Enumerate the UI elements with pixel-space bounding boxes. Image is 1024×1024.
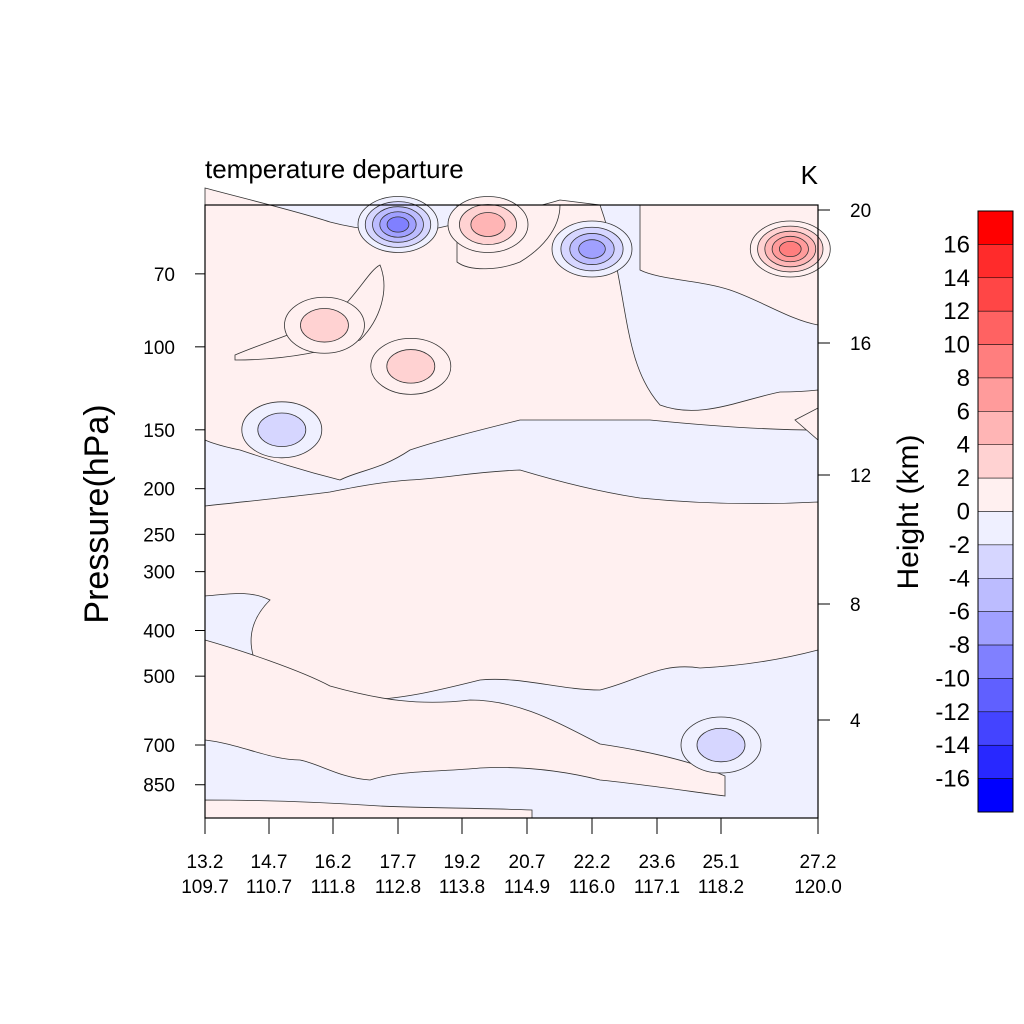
colorbar-cell-17 — [977, 744, 1014, 779]
pressure-tick-label: 400 — [143, 622, 175, 643]
chart-title: temperature departure — [205, 154, 464, 184]
colorbar-cell-16 — [977, 711, 1014, 746]
colorbar-label: 2 — [957, 465, 970, 492]
contour-field — [204, 187, 831, 819]
warm-region-2 — [204, 639, 726, 797]
x-tick-label-lat: 17.7 — [380, 852, 417, 873]
colorbar-label: -12 — [935, 699, 970, 726]
colorbar-label: 16 — [943, 231, 970, 258]
x-tick-label-lon: 116.0 — [569, 877, 615, 898]
x-tick-label-lat: 22.2 — [574, 852, 611, 873]
anomaly-feature-2 — [447, 196, 529, 253]
colorbar-label: -2 — [949, 532, 970, 559]
height-tick-label: 4 — [850, 711, 861, 732]
pressure-tick-label: 500 — [143, 667, 175, 688]
axes: 70 100 150 200 250 300 400 500 700 850 4 8 12 16 20 13.… — [143, 201, 871, 898]
x-tick-label-lon: 109.7 — [181, 877, 229, 898]
anomaly-feature-7 — [370, 337, 452, 395]
colorbar-label: 14 — [943, 265, 970, 292]
colorbar-label: 4 — [957, 432, 970, 459]
height-tick-label: 20 — [850, 201, 871, 222]
colorbar-cell-14 — [977, 644, 1014, 679]
colorbar-label: 0 — [957, 499, 970, 526]
colorbar-label: -4 — [949, 565, 970, 592]
colorbar-label: -8 — [949, 632, 970, 659]
x-tick-label-lat: 16.2 — [315, 852, 352, 873]
anomaly-feature-6 — [241, 401, 323, 459]
pressure-tick-label: 70 — [154, 265, 175, 286]
pressure-tick-label: 300 — [143, 563, 175, 584]
units-label: K — [801, 160, 819, 190]
anomaly-feature-4 — [749, 220, 831, 278]
pressure-tick-label: 700 — [143, 736, 175, 757]
colorbar-cell-1 — [977, 210, 1014, 245]
colorbar-cell-2 — [977, 244, 1014, 279]
pressure-tick-label: 100 — [143, 338, 175, 359]
pressure-tick-label: 200 — [143, 480, 175, 501]
x-tick-label-lon: 110.7 — [246, 877, 292, 898]
colorbar-cell-12 — [977, 578, 1014, 612]
x-tick-label-lon: 118.2 — [698, 877, 744, 898]
y-axis-label: Pressure(hPa) — [78, 404, 116, 623]
anomaly-feature-8 — [680, 716, 762, 774]
x-tick-label-lat: 14.7 — [251, 852, 288, 873]
x-tick-label-lon: 117.1 — [634, 877, 680, 898]
plot-frame — [204, 204, 819, 819]
colorbar-cell-13 — [977, 611, 1014, 646]
x-tick-label-lon: 111.8 — [311, 877, 356, 898]
pressure-tick-label: 850 — [143, 776, 175, 797]
anomaly-feature-3 — [551, 220, 633, 278]
height-tick-label: 8 — [850, 595, 861, 616]
x-tick-label-lat: 19.2 — [444, 852, 481, 873]
colorbar-cell-4 — [977, 310, 1014, 345]
colorbar-label: -14 — [935, 732, 970, 759]
anomaly-feature-1 — [357, 196, 439, 253]
right-axis-label: Height (km) — [892, 434, 925, 589]
colorbar-cell-9 — [977, 477, 1014, 512]
pressure-tick-label: 250 — [143, 525, 175, 546]
x-tick-label-lat: 27.2 — [800, 852, 837, 873]
x-tick-label-lat: 25.1 — [703, 852, 740, 873]
colorbar-cell-10 — [977, 511, 1014, 546]
colorbar-cell-6 — [977, 377, 1014, 412]
colorbar-cell-15 — [977, 678, 1014, 713]
pressure-tick-label: 150 — [143, 421, 175, 442]
colorbar-label: 12 — [943, 298, 970, 325]
colorbar-cell-18 — [977, 778, 1014, 813]
anomaly-feature-5 — [284, 296, 365, 354]
warm-region-3 — [204, 799, 533, 819]
colorbar-cell-3 — [977, 277, 1014, 312]
x-tick-label-lat: 13.2 — [187, 852, 224, 873]
colorbar-label: -6 — [949, 599, 970, 626]
colorbar-cell-8 — [977, 444, 1014, 479]
colorbar-label: 10 — [943, 332, 970, 359]
warm-region-1 — [204, 469, 819, 701]
x-tick-label-lon: 120.0 — [794, 877, 842, 898]
colorbar-label: -10 — [935, 665, 970, 692]
x-tick-label-lon: 113.8 — [439, 877, 485, 898]
colorbar-cell-11 — [977, 544, 1014, 579]
colorbar-label: 6 — [957, 398, 970, 425]
colorbar: 16 14 12 10 8 6 4 2 0 -2 -4 -6 -8 -10 -12 -14 -16 — [935, 210, 1014, 813]
x-tick-label-lat: 23.6 — [639, 852, 676, 873]
colorbar-label: -16 — [935, 766, 970, 793]
height-tick-label: 16 — [850, 334, 871, 355]
colorbar-cell-7 — [977, 411, 1014, 445]
colorbar-label: 8 — [957, 365, 970, 392]
colorbar-frame — [977, 210, 1014, 813]
x-tick-label-lon: 114.9 — [504, 877, 550, 898]
colorbar-cell-5 — [977, 344, 1014, 379]
x-tick-label-lat: 20.7 — [509, 852, 546, 873]
x-tick-label-lon: 112.8 — [375, 877, 421, 898]
height-tick-label: 12 — [850, 466, 871, 487]
